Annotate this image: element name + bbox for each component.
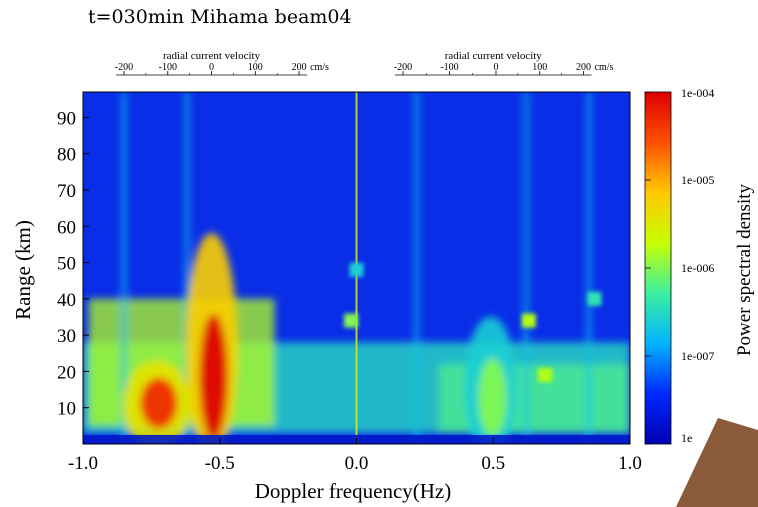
y-tick-label: 40 (57, 290, 76, 311)
y-axis: 10 20 30 40 50 60 70 80 90 (57, 108, 89, 420)
colorbar-label: Power spectral density (734, 183, 755, 356)
x-tick-label: -1.0 (68, 453, 98, 474)
velocity-axis-label: radial current velocity (163, 50, 261, 62)
colorbar-tick-label: 1e-007 (681, 349, 714, 363)
y-tick-label: 70 (57, 181, 76, 202)
velocity-tick-label: -100 (159, 62, 177, 73)
y-tick-label: 60 (57, 217, 76, 238)
colorbar-tick-label: 1e (681, 431, 692, 445)
velocity-unit: cm/s (595, 62, 614, 73)
velocity-tick-label: 0 (493, 62, 498, 73)
heatmap-body (83, 92, 630, 444)
y-axis-label: Range (km) (11, 220, 35, 320)
x-tick-label: 0.0 (345, 453, 369, 474)
y-tick-label: 10 (57, 399, 76, 420)
velocity-tick-label: 200 (292, 62, 307, 73)
colorbar: 1e-004 1e-005 1e-006 1e-007 1e (644, 86, 714, 445)
colorbar-tick-label: 1e-004 (681, 86, 714, 100)
y-tick-label: 30 (57, 326, 76, 347)
velocity-tick-label: 100 (248, 62, 263, 73)
y-tick-label: 80 (57, 145, 76, 166)
y-tick-label: 90 (57, 108, 76, 129)
x-tick-label: 1.0 (618, 453, 642, 474)
plot-area (82, 91, 631, 445)
colorbar-tick-label: 1e-006 (681, 261, 714, 275)
colorbar-tick-label: 1e-005 (681, 173, 714, 187)
x-tick-label: 0.5 (481, 453, 505, 474)
velocity-tick-label: -200 (394, 62, 412, 73)
y-tick-label: 20 (57, 362, 76, 383)
velocity-tick-label: -200 (115, 62, 133, 73)
y-tick-label: 50 (57, 254, 76, 275)
velocity-tick-label: 0 (209, 62, 214, 73)
heatmap-energy (83, 92, 630, 444)
velocity-axis-1: -200 -100 0 100 200 cm/s radial current veloci… (115, 50, 329, 76)
page-title: t=030min Mihama beam04 (88, 6, 352, 28)
x-axis: -1.0 -0.5 0.0 0.5 1.0 (68, 438, 642, 474)
brown-corner-decoration (676, 418, 758, 507)
velocity-tick-label: -100 (440, 62, 458, 73)
velocity-axis-2: -200 -100 0 100 200 cm/s radial current veloci… (394, 50, 614, 76)
x-tick-label: -0.5 (205, 453, 235, 474)
velocity-axis-label: radial current velocity (445, 50, 543, 62)
velocity-tick-label: 100 (532, 62, 547, 73)
x-axis-label: Doppler frequency(Hz) (255, 479, 452, 503)
velocity-unit: cm/s (310, 62, 329, 73)
velocity-tick-label: 200 (576, 62, 591, 73)
